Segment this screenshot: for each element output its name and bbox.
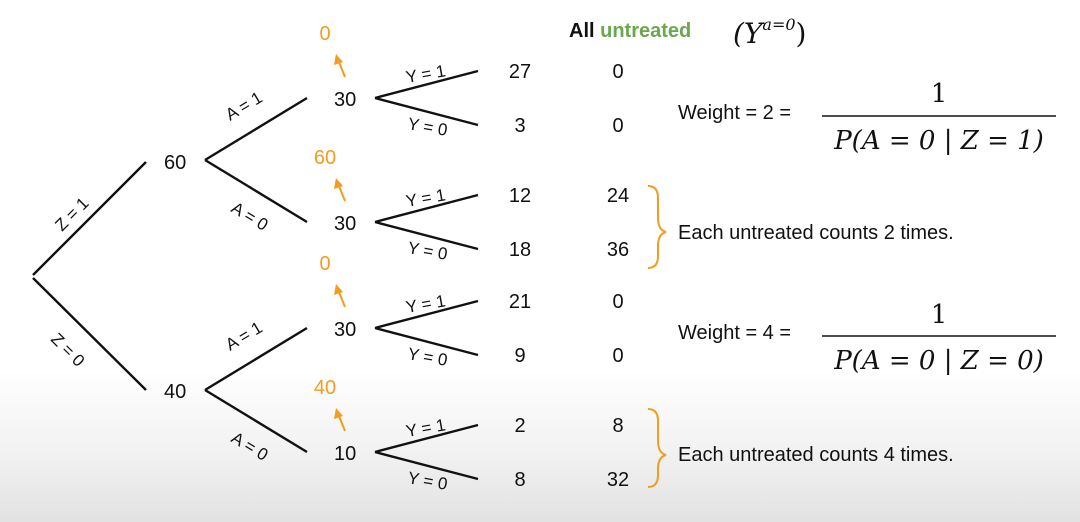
label-a: A = 0 — [228, 428, 271, 464]
label-y: Y = 0 — [406, 468, 449, 494]
count-z0: 40 — [164, 381, 186, 403]
count-a: 30 — [334, 89, 356, 111]
leaf-count: 2 — [514, 415, 525, 437]
leaf-count: 12 — [509, 185, 531, 207]
label-y: Y = 0 — [406, 344, 449, 370]
arrow-head-icon — [334, 284, 343, 295]
branch-z1 — [32, 161, 147, 276]
header-title: All untreated — [569, 20, 691, 42]
label-y: Y = 0 — [406, 114, 449, 140]
leaf-count: 3 — [514, 115, 525, 137]
fraction-numerator-1: 1 — [931, 79, 948, 109]
brace-z0 — [647, 408, 667, 488]
fraction-denominator-1: P(A = 0 | Z = 1) — [833, 126, 1044, 156]
fraction-denominator-2: P(A = 0 | Z = 0) — [833, 346, 1044, 376]
untreated-count: 8 — [612, 415, 623, 437]
arrow-up-icon — [338, 61, 346, 78]
branch-a — [204, 158, 308, 224]
pseudo-count: 0 — [319, 23, 330, 45]
branch-a — [204, 326, 308, 392]
branch-y — [374, 450, 479, 481]
count-a: 10 — [334, 443, 356, 465]
label-y: Y = 0 — [406, 238, 449, 264]
brace-z1 — [647, 185, 667, 269]
leaf-count: 8 — [514, 469, 525, 491]
branch-y — [374, 299, 479, 330]
arrow-head-icon — [334, 54, 343, 65]
arrow-head-icon — [334, 178, 343, 189]
branch-y — [374, 96, 479, 127]
note-1: Each untreated counts 2 times. — [678, 222, 954, 244]
untreated-count: 0 — [612, 115, 623, 137]
branch-y — [374, 193, 479, 224]
leaf-count: 27 — [509, 61, 531, 83]
branch-a — [204, 96, 308, 162]
untreated-count: 0 — [612, 291, 623, 313]
count-a: 30 — [334, 319, 356, 341]
arrow-up-icon — [338, 185, 346, 202]
label-y: Y = 1 — [404, 61, 447, 87]
label-z0: Z = 0 — [47, 329, 88, 370]
branch-y — [374, 423, 479, 454]
label-y: Y = 1 — [404, 415, 447, 441]
weight-label-1: Weight = 2 = — [678, 102, 791, 124]
pseudo-count: 60 — [314, 147, 336, 169]
counterfactual-notation: (Ya=0) — [733, 15, 806, 50]
arrow-head-icon — [334, 408, 343, 419]
branch-a — [204, 388, 308, 454]
count-z1: 60 — [164, 152, 186, 174]
label-z1: Z = 1 — [51, 194, 92, 235]
label-a: A = 0 — [228, 198, 271, 234]
arrow-up-icon — [338, 291, 346, 308]
fraction-numerator-2: 1 — [931, 300, 948, 330]
untreated-count: 0 — [612, 345, 623, 367]
branch-z0 — [32, 277, 147, 391]
note-2: Each untreated counts 4 times. — [678, 444, 954, 466]
untreated-count: 24 — [607, 185, 629, 207]
untreated-count: 32 — [607, 469, 629, 491]
label-a: A = 1 — [222, 318, 265, 354]
label-y: Y = 1 — [404, 185, 447, 211]
untreated-count: 0 — [612, 61, 623, 83]
branch-y — [374, 69, 479, 100]
label-a: A = 1 — [222, 88, 265, 124]
leaf-count: 9 — [514, 345, 525, 367]
pseudo-count: 0 — [319, 253, 330, 275]
untreated-count: 36 — [607, 239, 629, 261]
branch-y — [374, 326, 479, 357]
arrow-up-icon — [338, 415, 346, 432]
leaf-count: 21 — [509, 291, 531, 313]
count-a: 30 — [334, 213, 356, 235]
label-y: Y = 1 — [404, 291, 447, 317]
branch-y — [374, 220, 479, 251]
leaf-count: 18 — [509, 239, 531, 261]
pseudo-count: 40 — [314, 377, 336, 399]
weight-label-2: Weight = 4 = — [678, 322, 791, 344]
